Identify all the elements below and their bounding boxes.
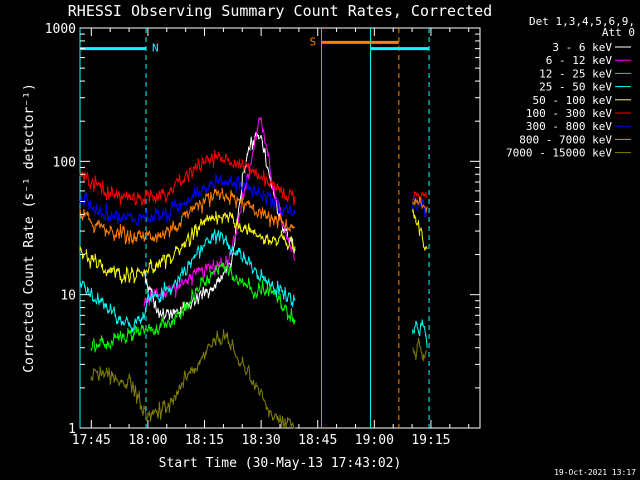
series-3 xyxy=(79,229,428,348)
series-4-trace-1 xyxy=(412,208,428,251)
legend-label-3: 25 - 50 keV xyxy=(539,81,612,94)
legend-header: Det 1,3,4,5,6,9,Att 0 xyxy=(529,15,635,39)
series-1-trace-0 xyxy=(143,117,296,307)
footer-date: 19-Oct-2021 13:17 xyxy=(554,468,636,477)
legend-label-1: 6 - 12 keV xyxy=(546,54,613,67)
y-axis-label: Corrected Count Rate (s⁻¹ detector⁻¹) xyxy=(22,83,37,373)
series-6-trace-0 xyxy=(79,173,296,226)
x-tick-label-6: 19:15 xyxy=(411,433,450,448)
legend-label-8: 7000 - 15000 keV xyxy=(506,147,612,160)
x-axis-label: Start Time (30-May-13 17:43:02) xyxy=(159,456,402,471)
series-8-trace-0 xyxy=(90,329,296,429)
series-5-trace-0 xyxy=(79,149,296,206)
series-4 xyxy=(79,208,428,284)
x-tick-label-3: 18:30 xyxy=(242,433,281,448)
y-axis-ticks: 1 10 100 1000 xyxy=(45,22,480,437)
series-2-trace-0 xyxy=(90,259,296,353)
series-1 xyxy=(143,117,296,307)
y-tick-label-2: 100 xyxy=(53,155,76,170)
x-axis-ticks: 17:45 18:00 18:15 18:30 18:45 19:00 19:15 xyxy=(72,28,470,448)
plot-frame xyxy=(79,27,481,429)
x-tick-label-0: 17:45 xyxy=(72,433,111,448)
legend-label-5: 100 - 300 keV xyxy=(526,107,612,120)
chart-title: RHESSI Observing Summary Count Rates, Co… xyxy=(68,2,492,20)
legend-label-6: 300 - 800 keV xyxy=(526,120,612,133)
legend-label-4: 50 - 100 keV xyxy=(533,94,613,107)
legend-header-line-0: Det 1,3,4,5,6,9, xyxy=(529,15,635,28)
series-5 xyxy=(79,149,428,206)
series-7 xyxy=(79,187,428,245)
series-3-trace-1 xyxy=(412,319,428,348)
y-tick-label-3: 1000 xyxy=(45,22,76,37)
x-tick-label-2: 18:15 xyxy=(185,433,224,448)
y-tick-label-1: 10 xyxy=(60,289,76,304)
legend-label-2: 12 - 25 keV xyxy=(539,67,612,80)
vertical-markers xyxy=(79,28,430,428)
legend-label-7: 800 - 7000 keV xyxy=(519,133,612,146)
legend-header-line-1: Att 0 xyxy=(602,26,635,39)
series-8-trace-1 xyxy=(412,337,428,362)
series-7-trace-0 xyxy=(79,187,296,245)
x-tick-label-5: 19:00 xyxy=(355,433,394,448)
attenuator-label-0: N xyxy=(152,42,159,55)
legend-label-0: 3 - 6 keV xyxy=(552,41,612,54)
y-tick-label-0: 1 xyxy=(68,422,76,437)
series-3-trace-0 xyxy=(79,229,296,333)
series-0-trace-0 xyxy=(143,132,296,320)
series-8 xyxy=(90,329,428,429)
attenuator-label-1: S xyxy=(310,35,317,48)
series-2 xyxy=(90,259,296,353)
series-4-trace-0 xyxy=(79,211,296,284)
series-7-trace-1 xyxy=(412,195,428,213)
series-layer xyxy=(79,117,428,429)
x-tick-label-1: 18:00 xyxy=(128,433,167,448)
series-0 xyxy=(143,132,296,320)
x-tick-label-4: 18:45 xyxy=(298,433,337,448)
